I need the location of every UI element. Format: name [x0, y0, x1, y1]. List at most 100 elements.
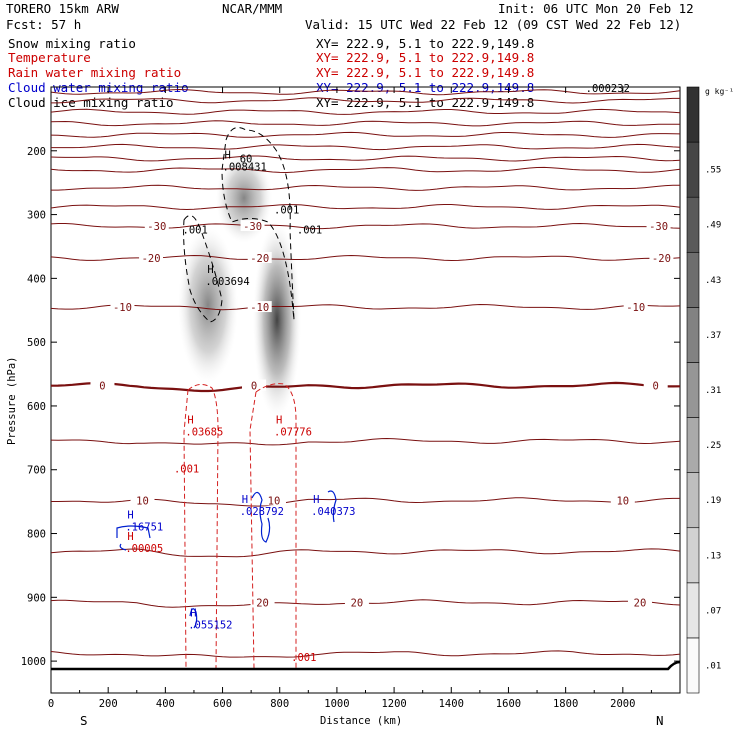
isotherm-line — [50, 155, 681, 162]
isotherm-line — [51, 184, 681, 191]
contour-labels: 60.001.001.001.001.001H.008431H.003694.0… — [125, 83, 630, 664]
isotherm-label-bg — [623, 301, 648, 313]
maximum-marker: H — [242, 494, 248, 506]
maximum-value: .16751 — [125, 521, 163, 533]
maximum-value: .000232 — [586, 83, 630, 95]
isotherm-label: 0 — [653, 381, 659, 393]
snow-plume-left — [178, 227, 238, 383]
org-label: NCAR/MMM — [222, 1, 282, 16]
snow-contour-label: .001 — [183, 225, 208, 237]
isotherm-label-bg — [643, 379, 668, 391]
snow-contour-label: .001 — [297, 225, 322, 237]
isotherm-label-bg — [90, 379, 115, 391]
x-axis-title: Distance (km) — [320, 715, 402, 727]
isotherm-line — [51, 143, 681, 151]
colorbar: .01 .07 .13 .19 .25 .31 .37 .43 .49 .55 — [686, 86, 721, 694]
x-tick-label: 1200 — [381, 698, 406, 710]
colorbar-bin — [686, 251, 700, 308]
maximum-marker: H — [276, 414, 282, 426]
y-tick-label: 700 — [27, 465, 46, 477]
colorbar-tick-label: .01 — [705, 661, 721, 671]
isotherm-label-bg — [139, 251, 164, 263]
colorbar-tick-label: .25 — [705, 441, 721, 451]
rain-contour-left — [183, 384, 219, 669]
cloud-water-contour-3 — [327, 490, 337, 523]
isotherm-line — [50, 381, 681, 393]
isotherm-label: 20 — [351, 597, 364, 609]
maximum-value: .003694 — [205, 276, 249, 288]
colorbar-tick-label: .07 — [705, 606, 721, 616]
x-tick-label: 600 — [213, 698, 232, 710]
y-tick-label: 800 — [27, 529, 46, 541]
y-tick-label: 1000 — [21, 656, 46, 668]
axes: 0 200 400 600 800 1000 1200 1400 1600 1800 2000200… — [21, 87, 680, 710]
isotherm-label-bg — [130, 494, 155, 506]
isotherm-label-bg — [241, 379, 266, 391]
colorbar-bin — [686, 417, 700, 473]
colorbar-tick-label: .55 — [705, 166, 721, 176]
y-tick-label: 600 — [27, 401, 46, 413]
y-axis-title: Pressure (hPa) — [6, 356, 18, 445]
maximum-marker: H — [207, 264, 213, 276]
colorbar-tick-label: .19 — [705, 496, 721, 506]
x-tick-label: 1600 — [496, 698, 521, 710]
maximum-value: .028792 — [240, 506, 284, 518]
legend-name-temperature: Temperature — [8, 50, 91, 65]
y-tick-label: 200 — [27, 146, 46, 158]
colorbar-bin — [686, 582, 700, 639]
isotherm-label: 10 — [268, 495, 281, 507]
mixing-ratio-contours — [116, 127, 337, 669]
colorbar-tick-label: .49 — [705, 221, 721, 231]
x-tick-label: 1800 — [553, 698, 578, 710]
maximum-value: .00005 — [125, 543, 163, 555]
isotherm-label: -30 — [649, 221, 668, 233]
north-label: N — [656, 713, 664, 728]
rain-contour-label: .001 — [174, 463, 199, 475]
y-tick-label: 300 — [27, 210, 46, 222]
south-label: S — [80, 713, 88, 728]
isotherm-label-bg — [646, 220, 671, 232]
legend-xy-temperature: XY= 222.9, 5.1 to 222.9,149.8 — [316, 50, 534, 65]
maximum-marker: H — [187, 414, 193, 426]
isotherm-label-bg — [240, 220, 265, 232]
init-time: Init: 06 UTC Mon 20 Feb 12 — [498, 1, 694, 16]
colorbar-bin — [686, 472, 700, 529]
isotherm-line — [50, 166, 681, 174]
isotherm-line — [51, 97, 680, 104]
y-tick-label: 500 — [27, 337, 46, 349]
isotherm-label: -30 — [147, 221, 166, 233]
isotherm-line — [50, 650, 681, 658]
colorbar-bin — [686, 637, 700, 694]
colorbar-tick-label: .31 — [705, 386, 721, 396]
isotherm-line — [50, 108, 681, 115]
x-tick-label: 0 — [48, 698, 54, 710]
cloud-water-contour-2 — [251, 491, 271, 543]
isotherm-label: 20 — [256, 597, 269, 609]
isotherm-label: -10 — [113, 302, 132, 314]
terrain-line — [51, 660, 681, 671]
temperature-isotherms: -30 -30 -30 -20 -20 -20 -10 -10 -10 0 0 0 10 10 10 20 20… — [50, 88, 681, 658]
legend-name-cloud-ice: Cloud ice mixing ratio — [8, 95, 174, 110]
colorbar-bin — [686, 86, 700, 143]
colorbar-tick-label: .43 — [705, 276, 721, 286]
x-tick-label: 400 — [156, 698, 175, 710]
isotherm-label: 0 — [251, 381, 257, 393]
colorbar-unit: g kg⁻¹ — [705, 87, 734, 96]
isotherm-label-bg — [627, 596, 652, 608]
snow-contour-label: .001 — [274, 204, 299, 216]
colorbar-bin — [686, 141, 700, 198]
maximum-marker: H — [127, 509, 133, 521]
isotherm-label: -10 — [626, 302, 645, 314]
maximum-marker: H — [225, 150, 231, 162]
isotherm-label: -20 — [652, 253, 671, 265]
model-title: TORERO 15km ARW — [6, 1, 119, 16]
maximum-marker: H — [313, 494, 319, 506]
colorbar-bin — [686, 196, 700, 253]
x-tick-label: 2000 — [610, 698, 635, 710]
cloud-water-contour-4 — [189, 608, 198, 629]
isotherm-label: -30 — [243, 221, 262, 233]
maximum-value: .03685 — [185, 426, 223, 438]
maximum-marker: H — [127, 531, 133, 543]
isotherm-line — [50, 548, 681, 558]
